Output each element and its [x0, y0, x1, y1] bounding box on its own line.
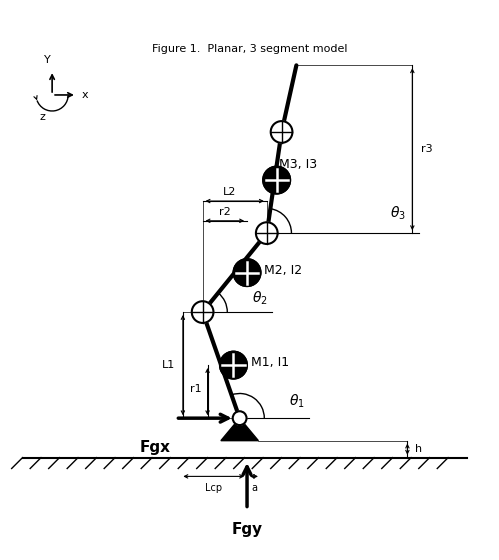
Text: a: a: [251, 483, 257, 493]
Text: M3, I3: M3, I3: [279, 158, 317, 171]
Text: r2: r2: [219, 207, 231, 217]
Text: x: x: [82, 90, 88, 100]
Text: Lcp: Lcp: [205, 483, 222, 493]
Text: z: z: [39, 112, 45, 122]
Polygon shape: [221, 418, 258, 441]
Circle shape: [271, 121, 292, 143]
Text: M2, I2: M2, I2: [264, 264, 302, 277]
Text: Fgx: Fgx: [140, 440, 171, 455]
Text: h: h: [415, 444, 422, 454]
Text: r1: r1: [190, 384, 202, 394]
Text: L2: L2: [223, 187, 237, 197]
Circle shape: [256, 222, 277, 244]
Circle shape: [233, 411, 247, 425]
Circle shape: [233, 259, 261, 286]
Circle shape: [192, 301, 214, 323]
Text: $\theta_2$: $\theta_2$: [252, 290, 267, 307]
Text: $\theta_3$: $\theta_3$: [390, 205, 406, 222]
Text: Figure 1.  Planar, 3 segment model: Figure 1. Planar, 3 segment model: [152, 44, 347, 54]
Circle shape: [220, 351, 248, 379]
Text: r3: r3: [421, 144, 433, 154]
Text: M1, I1: M1, I1: [250, 356, 289, 369]
Circle shape: [263, 166, 290, 194]
Text: $\theta_1$: $\theta_1$: [289, 392, 305, 409]
Text: Y: Y: [44, 55, 50, 66]
Text: Fgy: Fgy: [232, 522, 262, 537]
Text: L1: L1: [162, 360, 176, 370]
